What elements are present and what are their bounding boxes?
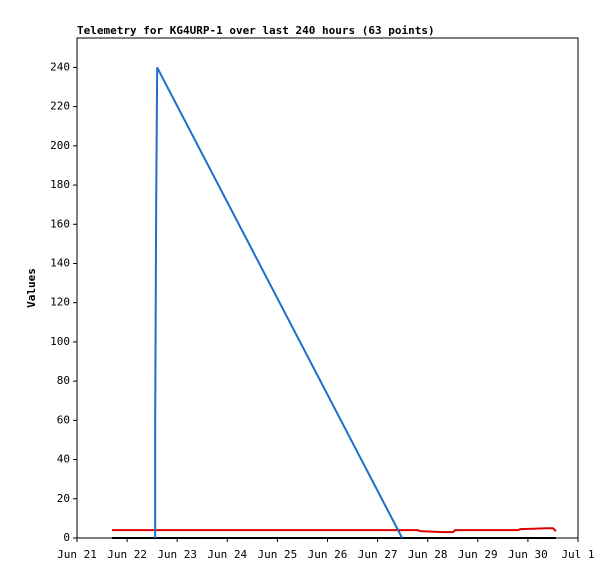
y-tick-label: 200 [50,139,70,152]
y-tick-label: 140 [50,256,70,269]
y-tick-label: 120 [50,296,70,309]
x-tick-label: Jun 24 [207,548,247,561]
y-tick-label: 60 [57,413,70,426]
y-tick-label: 240 [50,60,70,73]
y-tick-label: 40 [57,453,70,466]
y-tick-label: 80 [57,374,70,387]
y-tick-label: 180 [50,178,70,191]
x-tick-label: Jun 28 [408,548,448,561]
x-tick-label: Jun 27 [358,548,398,561]
x-tick-label: Jun 21 [57,548,97,561]
y-tick-label: 220 [50,100,70,113]
y-axis-label: Values [25,268,38,308]
x-tick-label: Jul 1 [561,548,594,561]
x-tick-label: Jun 30 [508,548,548,561]
chart-title: Telemetry for KG4URP-1 over last 240 hou… [77,24,435,37]
x-tick-label: Jun 25 [258,548,298,561]
series-line [112,527,557,534]
y-tick-label: 20 [57,492,70,505]
x-tick-label: Jun 22 [107,548,147,561]
y-tick-label: 0 [63,531,70,544]
series-line [154,66,404,539]
x-tick-label: Jun 29 [458,548,498,561]
x-tick-label: Jun 23 [157,548,197,561]
y-tick-label: 100 [50,335,70,348]
x-tick-label: Jun 26 [308,548,348,561]
y-tick-label: 160 [50,217,70,230]
